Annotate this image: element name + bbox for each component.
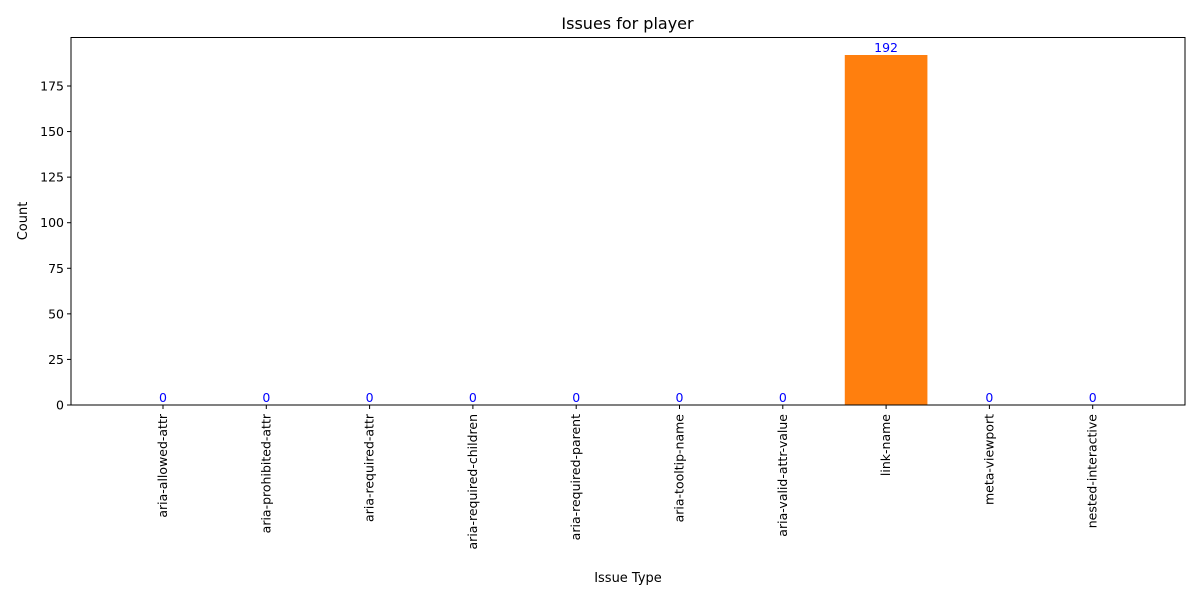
plot-frame: [70, 37, 1186, 406]
x-axis-label: Issue Type: [594, 571, 662, 586]
data-label-link-name: 192: [874, 40, 898, 55]
data-label-aria-allowed-attr: 0: [159, 390, 167, 405]
y-tick-label: 175: [40, 78, 64, 93]
x-tick-label: nested-interactive: [1085, 414, 1100, 529]
y-tick-label: 50: [48, 306, 64, 321]
data-label-aria-prohibited-attr: 0: [262, 390, 270, 405]
x-tick-label: aria-required-attr: [362, 413, 377, 522]
x-tick-label: aria-tooltip-name: [672, 414, 687, 523]
y-tick-label: 75: [48, 261, 64, 276]
x-tick-label: aria-prohibited-attr: [258, 413, 273, 533]
x-tick-label: meta-viewport: [981, 414, 996, 505]
bar-link-name: [844, 55, 928, 405]
data-label-aria-valid-attr-value: 0: [779, 390, 787, 405]
y-axis: 0 25 50 75 100 125 150 175: [40, 78, 71, 413]
x-axis: aria-allowed-attr aria-prohibited-attr ari…: [155, 405, 1100, 549]
x-tick-label: aria-required-children: [465, 414, 480, 549]
bars: [844, 55, 928, 405]
x-tick-label: aria-allowed-attr: [155, 413, 170, 518]
data-labels: 0 0 0 0 0 0 0 192 0 0: [159, 40, 1097, 405]
data-label-aria-required-parent: 0: [572, 390, 580, 405]
y-tick-label: 25: [48, 352, 64, 367]
x-tick-label: link-name: [878, 414, 893, 476]
data-label-meta-viewport: 0: [985, 390, 993, 405]
data-label-nested-interactive: 0: [1089, 390, 1097, 405]
y-tick-label: 125: [40, 170, 64, 185]
y-tick-label: 0: [56, 398, 64, 413]
data-label-aria-required-children: 0: [469, 390, 477, 405]
x-tick-label: aria-required-parent: [568, 414, 583, 540]
chart-title: Issues for player: [561, 14, 694, 33]
y-tick-label: 100: [40, 215, 64, 230]
data-label-aria-tooltip-name: 0: [676, 390, 684, 405]
x-tick-label: aria-valid-attr-value: [775, 414, 790, 537]
y-tick-label: 150: [40, 124, 64, 139]
y-axis-label: Count: [16, 202, 31, 241]
data-label-aria-required-attr: 0: [366, 390, 374, 405]
